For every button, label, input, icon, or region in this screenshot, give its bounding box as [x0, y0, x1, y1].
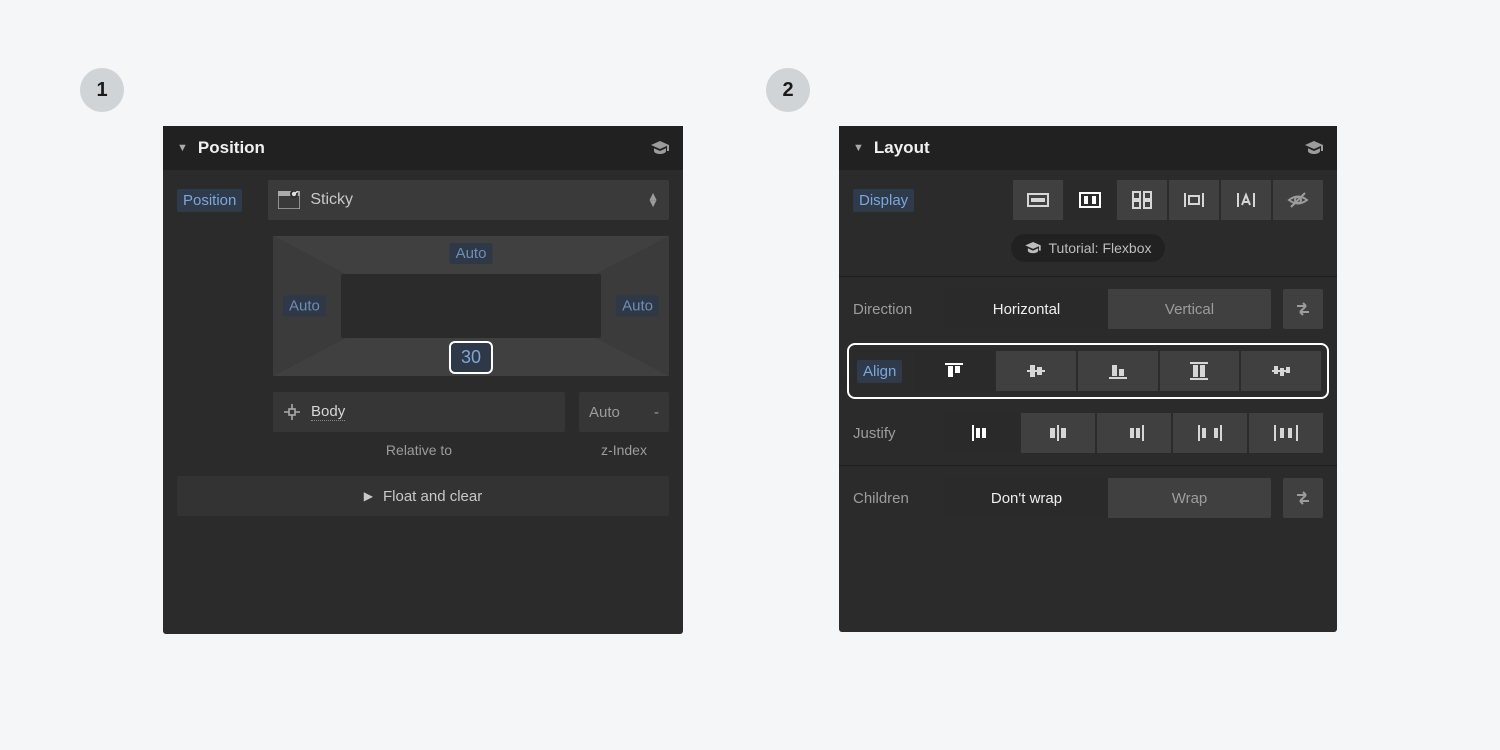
position-dropdown[interactable]: Sticky ▲▼ [268, 180, 669, 220]
tutorial-flexbox-button[interactable]: Tutorial: Flexbox [1011, 234, 1166, 262]
align-baseline-button[interactable] [1241, 351, 1321, 391]
reverse-wrap-button[interactable] [1283, 478, 1323, 518]
collapse-icon[interactable]: ▼ [177, 142, 188, 154]
justify-end-button[interactable] [1097, 413, 1171, 453]
display-inline-button[interactable] [1221, 180, 1271, 220]
reverse-direction-button[interactable] [1283, 289, 1323, 329]
direction-label: Direction [853, 301, 933, 318]
panel-header[interactable]: ▼ Layout [839, 126, 1337, 170]
display-block-button[interactable] [1013, 180, 1063, 220]
position-label: Position [177, 189, 242, 212]
step-badge-2: 2 [766, 68, 810, 112]
display-label: Display [853, 189, 914, 212]
crosshair-icon [283, 403, 301, 421]
align-segmented [914, 351, 1321, 391]
justify-center-button[interactable] [1021, 413, 1095, 453]
offset-left-input[interactable]: Auto [283, 296, 326, 317]
triangle-right-icon: ▶ [364, 489, 373, 503]
relative-zindex-row: Body Auto - [259, 386, 683, 438]
justify-between-button[interactable] [1173, 413, 1247, 453]
panel-header[interactable]: ▼ Position [163, 126, 683, 170]
display-row: Display [839, 170, 1337, 230]
z-index-input[interactable]: Auto - [579, 392, 669, 432]
step-badge-1: 1 [80, 68, 124, 112]
relative-to-value: Body [311, 403, 345, 421]
children-segmented: Don't wrap Wrap [945, 478, 1271, 518]
chevron-up-down-icon: ▲▼ [647, 193, 659, 207]
children-label: Children [853, 490, 933, 507]
display-flex-button[interactable] [1065, 180, 1115, 220]
z-index-value: Auto [589, 404, 620, 421]
tutorial-row: Tutorial: Flexbox [839, 230, 1337, 274]
direction-row: Direction Horizontal Vertical [839, 279, 1337, 339]
sticky-icon [278, 191, 300, 209]
position-row: Position Sticky ▲▼ [163, 170, 683, 230]
graduation-cap-icon[interactable] [1305, 141, 1323, 155]
z-index-suffix: - [654, 404, 659, 421]
step-number-text: 1 [96, 79, 107, 102]
offset-top-input[interactable]: Auto [450, 243, 493, 264]
display-none-button[interactable] [1273, 180, 1323, 220]
direction-horizontal-button[interactable]: Horizontal [945, 289, 1108, 329]
direction-vertical-button[interactable]: Vertical [1108, 289, 1271, 329]
justify-start-button[interactable] [945, 413, 1019, 453]
divider [839, 465, 1337, 466]
tutorial-label: Tutorial: Flexbox [1049, 240, 1152, 256]
display-segmented [1013, 180, 1323, 220]
caption-row: Relative to z-Index [259, 438, 683, 470]
align-row-highlight: Align [847, 343, 1329, 399]
justify-segmented [945, 413, 1323, 453]
justify-around-button[interactable] [1249, 413, 1323, 453]
children-wrap-button[interactable]: Wrap [1108, 478, 1271, 518]
align-stretch-button[interactable] [1160, 351, 1240, 391]
float-and-clear-toggle[interactable]: ▶ Float and clear [177, 476, 669, 516]
align-label: Align [857, 360, 902, 383]
z-index-caption: z-Index [579, 442, 669, 458]
layout-panel: ▼ Layout Display [839, 126, 1337, 632]
offset-right-input[interactable]: Auto [616, 296, 659, 317]
display-inline-block-button[interactable] [1169, 180, 1219, 220]
justify-row: Justify [839, 403, 1337, 463]
panel-title: Position [198, 138, 641, 158]
relative-to-caption: Relative to [273, 442, 565, 458]
offset-center [341, 274, 601, 338]
offset-bottom-input[interactable]: 30 [449, 341, 493, 374]
align-center-button[interactable] [996, 351, 1076, 391]
align-end-button[interactable] [1078, 351, 1158, 391]
step-number-text: 2 [782, 79, 793, 102]
panel-title: Layout [874, 138, 1295, 158]
display-grid-button[interactable] [1117, 180, 1167, 220]
offset-editor: Auto Auto Auto 30 [273, 236, 669, 376]
justify-label: Justify [853, 425, 933, 442]
children-nowrap-button[interactable]: Don't wrap [945, 478, 1108, 518]
graduation-cap-icon[interactable] [651, 141, 669, 155]
relative-to-selector[interactable]: Body [273, 392, 565, 432]
float-clear-label: Float and clear [383, 488, 482, 505]
direction-segmented: Horizontal Vertical [945, 289, 1271, 329]
align-start-button[interactable] [914, 351, 994, 391]
divider [839, 276, 1337, 277]
children-row: Children Don't wrap Wrap [839, 468, 1337, 528]
position-panel: ▼ Position Position Sticky ▲▼ [163, 126, 683, 634]
position-dropdown-value: Sticky [310, 191, 353, 209]
collapse-icon[interactable]: ▼ [853, 142, 864, 154]
